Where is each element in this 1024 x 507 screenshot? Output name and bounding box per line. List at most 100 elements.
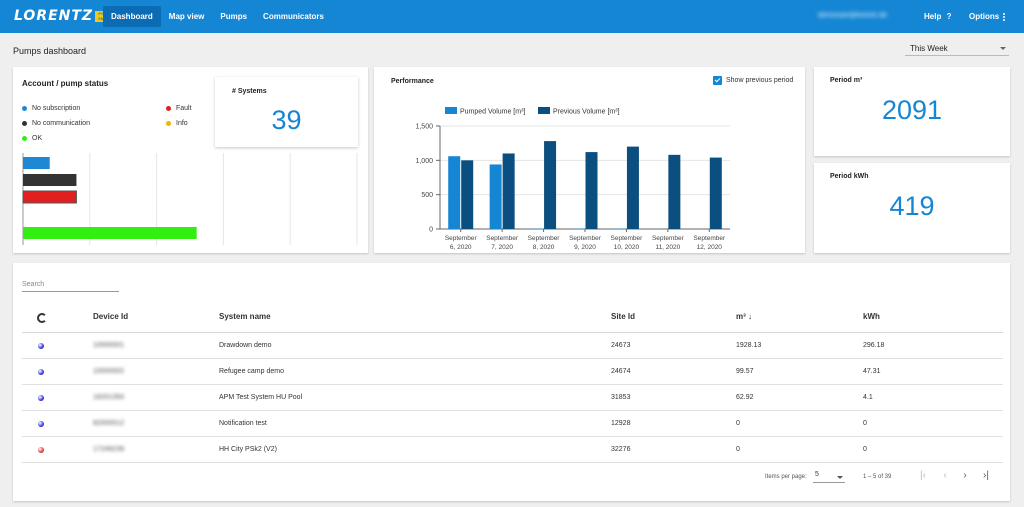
period-kwh-value: 419 [889,191,935,221]
column-header-m3[interactable]: m³ ↓ [736,312,752,321]
period-select[interactable]: This Week [905,42,1009,56]
period-m3-card: Period m³ 2091 [814,67,1010,156]
x-tick-label: September [486,235,519,242]
column-header-kwh[interactable]: kWh [863,312,880,321]
table-row[interactable]: 17248239 HH City PSk2 (V2) 32276 0 0 [22,437,1003,463]
y-tick-label: 500 [421,192,433,199]
legend-info: Info [166,120,188,127]
system-name-cell[interactable]: APM Test System HU Pool [219,394,303,401]
x-tick-label: 12, 2020 [697,244,723,251]
period-m3-label: Period m³ [830,77,863,84]
system-name-cell[interactable]: Drawdown demo [219,342,272,349]
legend-dot-icon [22,121,27,126]
bar [544,141,557,229]
status-bar [23,227,197,239]
device-id-cell[interactable]: 10000002 [93,368,125,375]
device-id-cell[interactable]: 10000001 [93,342,125,349]
next-page-icon[interactable]: › [963,470,967,481]
status-bar [23,157,50,169]
m3-cell: 0 [736,446,740,453]
bar [626,146,639,229]
site-id-cell: 31853 [611,394,631,401]
logo-badge-top: PS [98,11,104,16]
lorentz-logo[interactable]: LORENTZ PS SM [14,8,108,24]
items-per-page-select[interactable]: 5 [813,471,845,483]
last-page-icon[interactable]: ›| [983,470,989,481]
performance-chart: Pumped Volume [m³] Previous Volume [m³] 0 5… [415,107,730,251]
period-select-value: This Week [910,44,948,53]
nav-communicators[interactable]: Communicators [263,12,324,21]
legend-no-subscription: No subscription [22,105,80,112]
site-id-cell: 24673 [611,342,631,349]
previous-page-icon[interactable]: ‹ [943,470,947,481]
table-header-divider [22,332,1003,333]
x-tick-label: 9, 2020 [574,244,596,251]
refresh-icon[interactable] [37,313,47,323]
first-page-icon[interactable]: |‹ [920,470,926,481]
status-dot-icon [38,369,44,375]
legend-dot-icon [166,121,171,126]
table-row[interactable]: 10000001 Drawdown demo 24673 1928.13 296.18 [22,333,1003,359]
x-tick-label: 6, 2020 [450,244,472,251]
nav-map-view[interactable]: Map view [168,12,205,21]
device-id-cell[interactable]: 17248239 [93,446,125,453]
status-bar [23,174,77,186]
options-label: Options [969,12,1000,21]
page-title: Pumps dashboard [13,46,87,56]
legend-swatch [538,107,550,114]
column-header-site-id[interactable]: Site Id [611,312,636,321]
column-header-system-name[interactable]: System name [219,312,271,321]
more-vert-icon [1003,12,1006,21]
y-tick-label: 0 [429,227,433,234]
x-tick-label: September [445,235,478,242]
x-tick-label: 8, 2020 [533,244,555,251]
period-m3-value: 2091 [881,95,943,125]
chevron-down-icon [837,476,843,479]
checkbox-checked-icon [713,76,722,85]
column-header-device-id[interactable]: Device Id [93,312,129,321]
search-input[interactable]: Search [22,281,119,292]
chevron-down-icon [1000,47,1006,50]
show-previous-checkbox[interactable]: Show previous period [713,76,793,85]
legend-dot-icon [22,106,27,111]
legend-label: Fault [176,105,192,112]
help-button[interactable]: Help ? [924,12,951,21]
site-id-cell: 12928 [611,420,631,427]
bar [489,164,502,229]
x-tick-label: September [528,235,561,242]
status-dot-icon [38,447,44,453]
account-status-title: Account / pump status [22,79,109,88]
nav-dashboard[interactable]: Dashboard [103,6,161,27]
system-name-cell[interactable]: Refugee camp demo [219,368,284,375]
table-row[interactable]: 18201350 APM Test System HU Pool 31853 62.9… [22,385,1003,411]
site-id-cell: 24674 [611,368,631,375]
account-status-card: Account / pump status No subscription Fa… [13,67,368,253]
device-id-cell[interactable]: 82000012 [93,420,125,427]
status-bar-chart [22,153,358,245]
bar [448,156,461,229]
logo-badge: PS SM [95,10,108,22]
kwh-cell: 296.18 [863,342,885,349]
device-id-cell[interactable]: 18201350 [93,394,125,401]
page-range-label: 1 – 5 of 39 [863,474,892,480]
legend-dot-icon [166,106,171,111]
nav-pumps[interactable]: Pumps [220,12,248,21]
legend-no-communication: No communication [22,120,90,127]
options-button[interactable]: Options [969,12,1006,21]
status-dot-icon [38,395,44,401]
bar [668,154,681,229]
x-tick-label: September [611,235,644,242]
system-name-cell[interactable]: Notification test [219,420,267,427]
period-kwh-label: Period kWh [830,173,869,180]
system-name-cell[interactable]: HH City PSk2 (V2) [219,446,277,453]
main-nav: Dashboard Map view Pumps Communicators [103,6,332,27]
table-row[interactable]: 10000002 Refugee camp demo 24674 99.57 47.31 [22,359,1003,385]
user-email[interactable]: demouser@lorentz.de [818,12,887,19]
show-previous-label: Show previous period [726,77,794,84]
kwh-cell: 0 [863,446,867,453]
m3-cell: 0 [736,420,740,427]
bar [502,153,515,229]
table-row[interactable]: 82000012 Notification test 12928 0 0 [22,411,1003,437]
x-tick-label: September [569,235,602,242]
legend-label: Pumped Volume [m³] [460,109,525,116]
